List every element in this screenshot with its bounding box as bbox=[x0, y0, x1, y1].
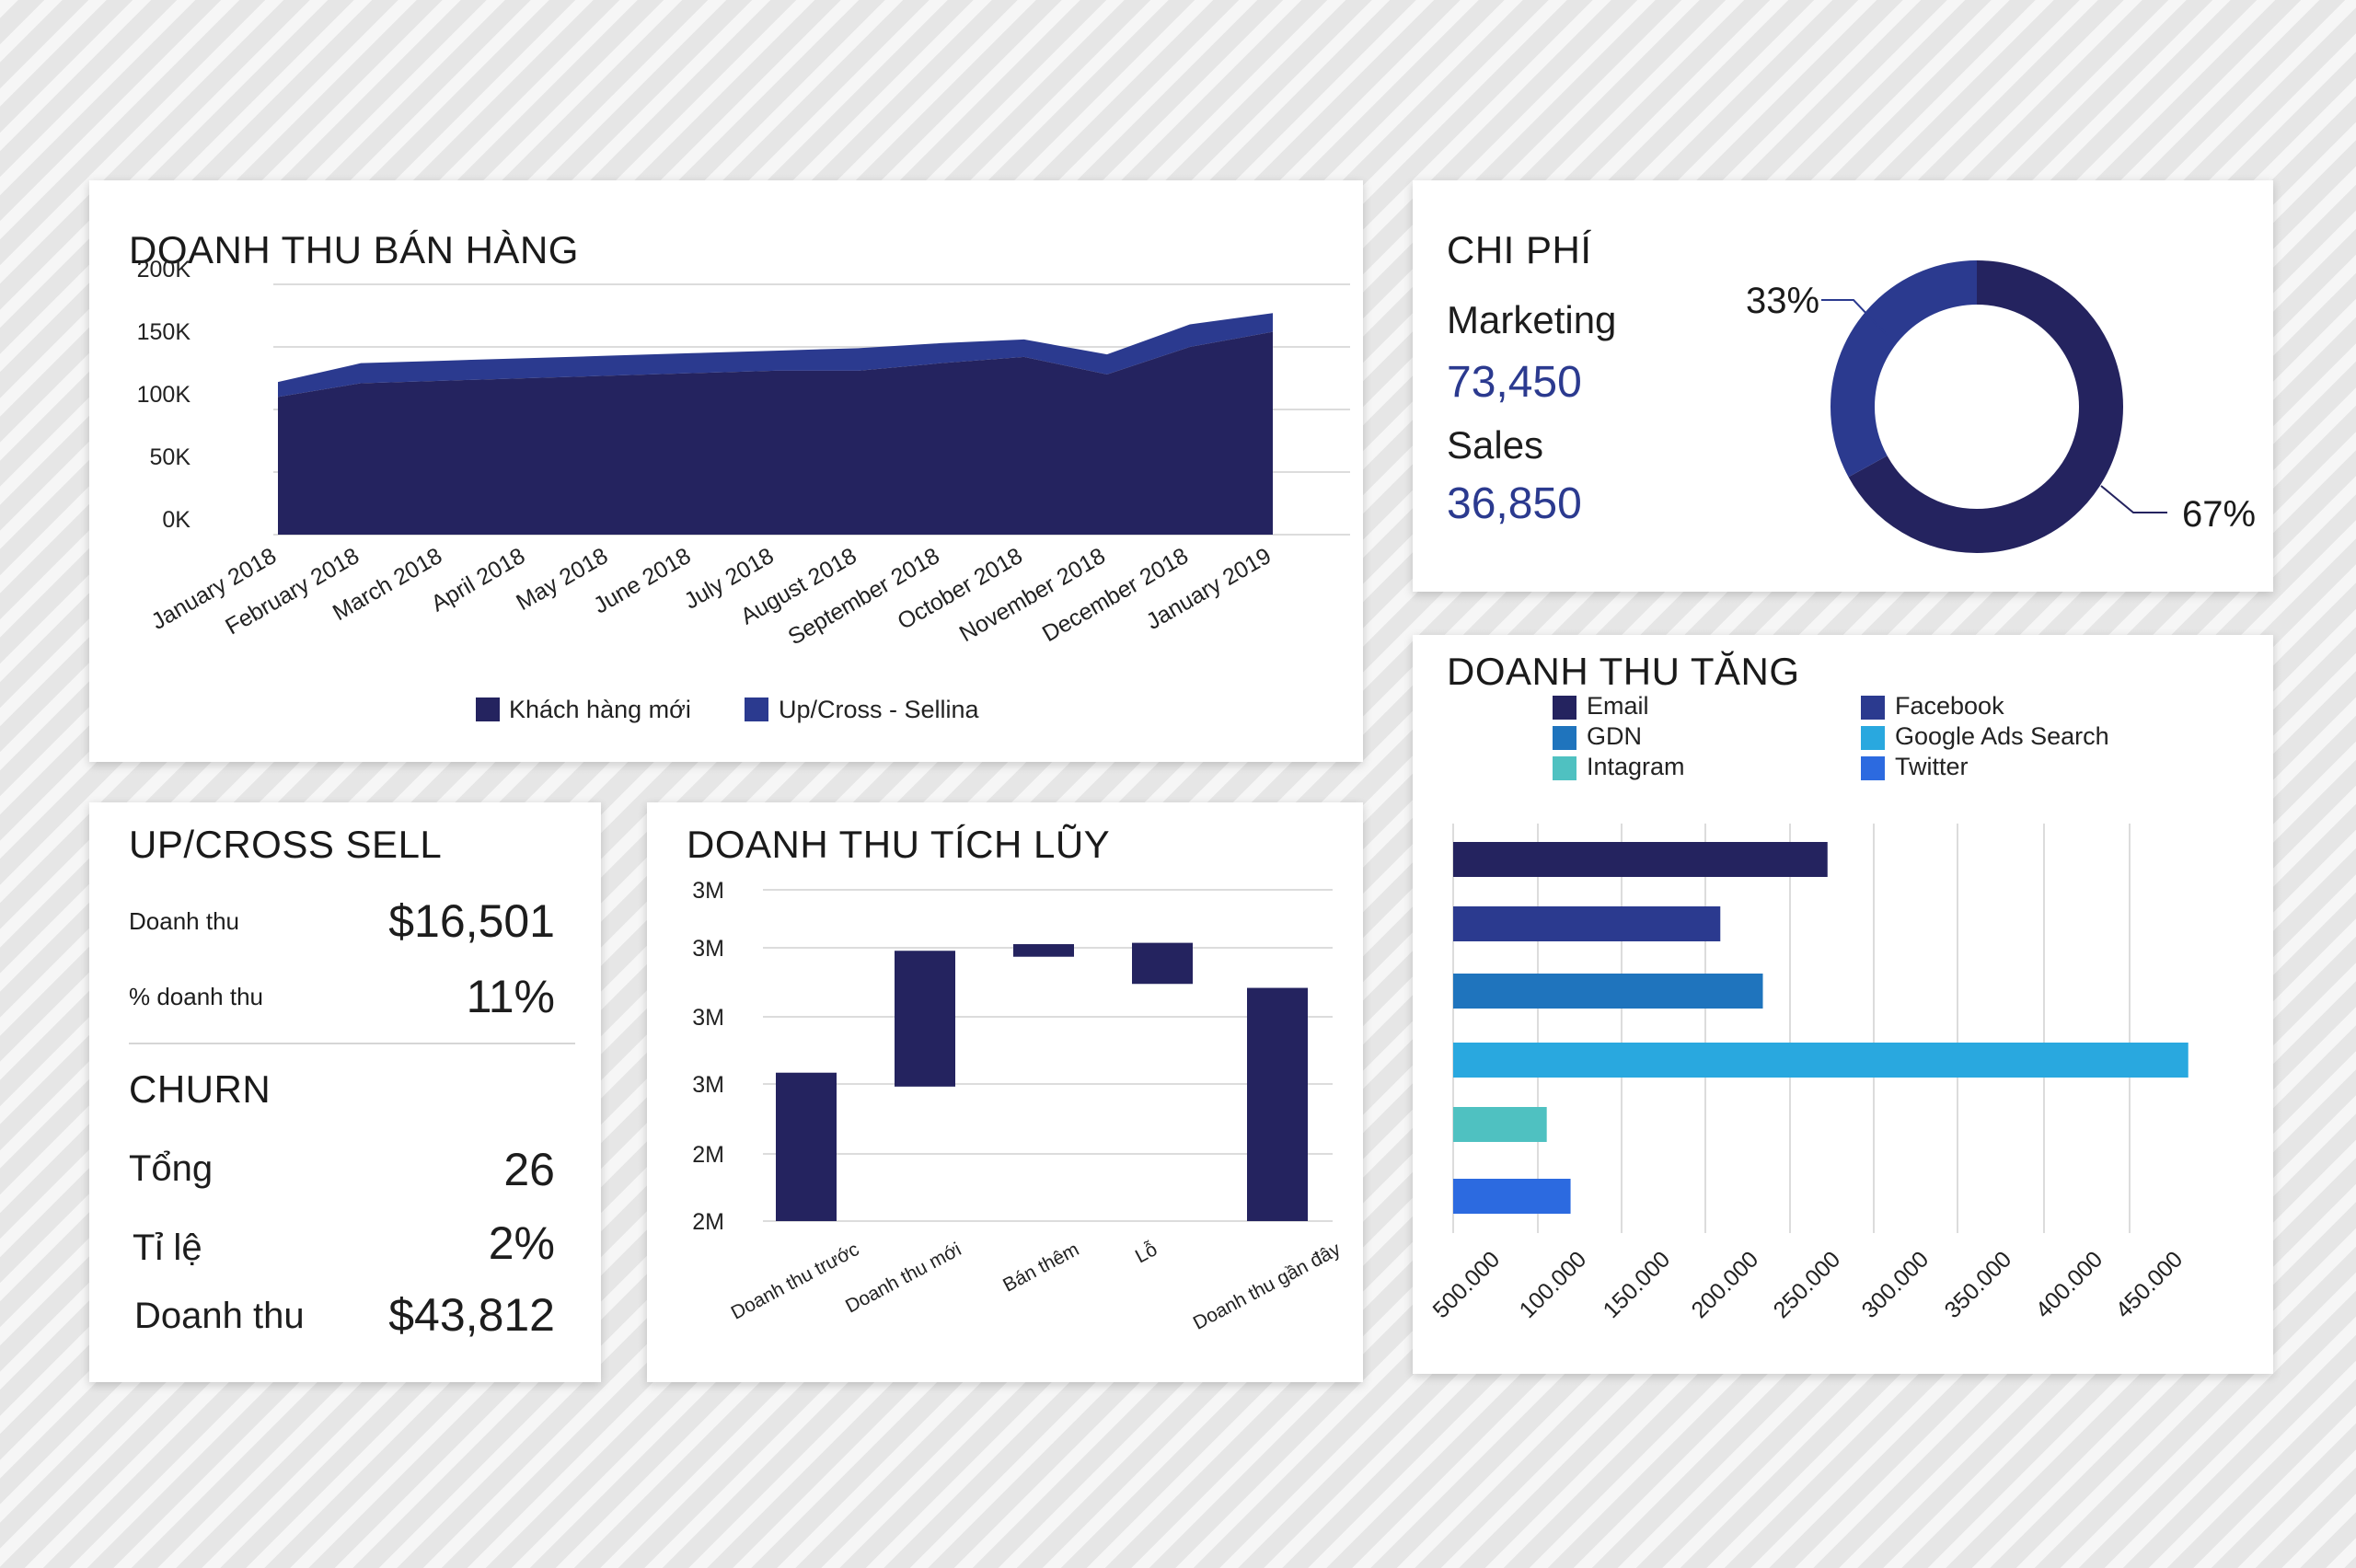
growth-bar-chart: Email Facebook GDN Google Ads Search Intagra… bbox=[1428, 692, 2189, 1323]
leader-line bbox=[2100, 485, 2167, 513]
x-tick-label: 100.000 bbox=[1515, 1246, 1592, 1323]
legend-swatch bbox=[1861, 726, 1885, 750]
upcross-churn-card: UP/CROSS SELL Doanh thu $16,501 % doanh … bbox=[89, 802, 601, 1382]
series-area-new-customers bbox=[278, 331, 1273, 535]
legend-swatch bbox=[1553, 756, 1576, 780]
churn-title: CHURN bbox=[129, 1067, 271, 1111]
churn-rate-label: Tỉ lệ bbox=[133, 1228, 202, 1268]
cumulative-card: DOANH THU TÍCH LŨY 3M 3M 3M 3M 2M 2M Doanh thu… bbox=[647, 802, 1363, 1382]
legend-swatch bbox=[1861, 756, 1885, 780]
legend-swatch bbox=[745, 698, 768, 721]
marketing-value: 73,450 bbox=[1447, 358, 1582, 407]
legend-label: Email bbox=[1587, 692, 1649, 720]
series-area-upcross bbox=[278, 313, 1273, 398]
x-tick-label: Doanh thu trước bbox=[728, 1239, 863, 1324]
growth-title: DOANH THU TĂNG bbox=[1447, 650, 1800, 693]
legend-swatch bbox=[1553, 696, 1576, 720]
legend-swatch bbox=[1553, 726, 1576, 750]
marketing-label: Marketing bbox=[1447, 298, 1617, 341]
upcross-pct-value: 11% bbox=[466, 971, 555, 1022]
x-tick-label: 350.000 bbox=[1940, 1246, 2017, 1323]
y-tick-label: 150K bbox=[137, 319, 191, 345]
sales-value: 36,850 bbox=[1447, 479, 1582, 528]
bar bbox=[1453, 842, 1828, 877]
cost-donut-chart: 33% 67% bbox=[1746, 260, 2256, 553]
legend-label: GDN bbox=[1587, 722, 1642, 750]
bar bbox=[1453, 1179, 1571, 1214]
x-tick-label: Bán thêm bbox=[999, 1239, 1082, 1297]
y-tick-label: 100K bbox=[137, 382, 191, 408]
y-tick-label: 200K bbox=[137, 257, 191, 282]
sales-label: Sales bbox=[1447, 423, 1544, 467]
y-tick-label: 3M bbox=[692, 878, 724, 904]
x-tick-label: Doanh thu mới bbox=[842, 1239, 964, 1317]
section-divider bbox=[129, 1043, 575, 1044]
sales-revenue-card: DOANH THU BÁN HÀNG 200K 150K 100K 50K 0K Janu… bbox=[89, 180, 1363, 762]
slice-label: 33% bbox=[1746, 281, 1819, 321]
churn-total-value: 26 bbox=[503, 1144, 555, 1195]
bar bbox=[1453, 906, 1721, 941]
legend-label: Google Ads Search bbox=[1895, 722, 2109, 750]
x-tick-label: Lỗ bbox=[1132, 1239, 1161, 1267]
x-tick-label: 150.000 bbox=[1599, 1246, 1676, 1323]
costs-title: CHI PHÍ bbox=[1447, 228, 1592, 271]
upcross-pct-label: % doanh thu bbox=[129, 983, 264, 1010]
x-tick-label: December 2018 bbox=[1038, 543, 1193, 647]
y-tick-label: 3M bbox=[692, 1072, 724, 1098]
legend-label: Khách hàng mới bbox=[509, 696, 691, 723]
legend-label: Up/Cross - Sellina bbox=[779, 696, 980, 723]
upcross-revenue-value: $16,501 bbox=[388, 895, 555, 947]
churn-total-label: Tổng bbox=[129, 1148, 214, 1189]
donut-slice bbox=[1831, 260, 2123, 553]
legend-label: Twitter bbox=[1895, 753, 1969, 780]
waterfall-bar bbox=[1013, 944, 1074, 957]
cumulative-title: DOANH THU TÍCH LŨY bbox=[687, 823, 1111, 866]
waterfall-bar bbox=[1132, 942, 1193, 985]
x-tick-label: 300.000 bbox=[1857, 1246, 1934, 1323]
slice-label: 67% bbox=[2182, 494, 2256, 535]
upcross-revenue-label: Doanh thu bbox=[129, 907, 239, 935]
sales-revenue-title: DOANH THU BÁN HÀNG bbox=[129, 228, 579, 271]
x-tick-label: Doanh thu gần đây bbox=[1190, 1239, 1345, 1334]
x-tick-label: 450.000 bbox=[2111, 1246, 2189, 1323]
y-tick-label: 3M bbox=[692, 936, 724, 962]
costs-card: CHI PHÍ Marketing 73,450 Sales 36,850 33… bbox=[1413, 180, 2273, 592]
churn-revenue-value: $43,812 bbox=[388, 1289, 555, 1341]
y-tick-label: 50K bbox=[150, 444, 191, 470]
x-tick-label: 400.000 bbox=[2031, 1246, 2108, 1323]
y-tick-label: 3M bbox=[692, 1005, 724, 1031]
legend-label: Intagram bbox=[1587, 753, 1685, 780]
bar bbox=[1453, 974, 1763, 1009]
growth-card: DOANH THU TĂNG Email Facebook GDN Google Ad… bbox=[1413, 635, 2273, 1374]
bar bbox=[1453, 1107, 1547, 1142]
legend-swatch bbox=[476, 698, 500, 721]
y-tick-label: 2M bbox=[692, 1142, 724, 1168]
legend-swatch bbox=[1861, 696, 1885, 720]
legend-label: Facebook bbox=[1895, 692, 2004, 720]
upcross-title: UP/CROSS SELL bbox=[129, 823, 443, 866]
x-tick-label: 250.000 bbox=[1769, 1246, 1846, 1323]
waterfall-bar bbox=[776, 1072, 837, 1221]
x-tick-label: 200.000 bbox=[1687, 1246, 1764, 1323]
y-tick-label: 0K bbox=[162, 507, 191, 533]
churn-rate-value: 2% bbox=[488, 1217, 555, 1269]
x-tick-label: April 2018 bbox=[427, 543, 529, 617]
bar bbox=[1453, 1043, 2189, 1078]
x-tick-label: 500.000 bbox=[1428, 1246, 1506, 1323]
waterfall-bar bbox=[1247, 987, 1308, 1221]
waterfall-bar bbox=[895, 951, 955, 1087]
leader-line bbox=[1821, 299, 1888, 336]
y-tick-label: 2M bbox=[692, 1209, 724, 1235]
x-tick-label: November 2018 bbox=[955, 543, 1110, 647]
churn-revenue-label: Doanh thu bbox=[134, 1296, 305, 1336]
